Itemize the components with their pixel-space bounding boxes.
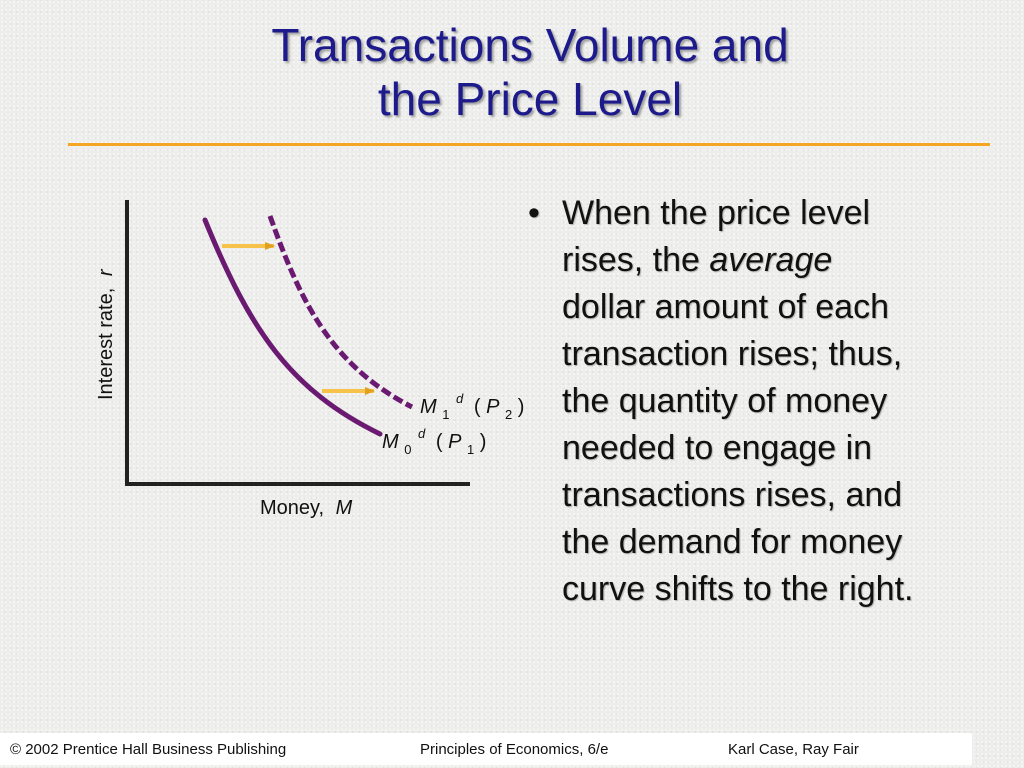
bullet-line-8: the demand for money <box>562 523 903 561</box>
x-axis-label: Money, M <box>260 497 353 519</box>
bullet-line-3: dollar amount of each <box>562 288 889 326</box>
money-demand-curve-m0 <box>202 217 383 437</box>
title-line-1: Transactions Volume and <box>271 19 789 71</box>
slide-footer: © 2002 Prentice Hall Business Publishing… <box>0 733 972 765</box>
bullet-line-5: the quantity of money <box>562 382 888 420</box>
x-axis-variable: M <box>336 497 353 519</box>
curve-label-m0: M 0 d ( P 1 ) <box>382 421 486 459</box>
bullet-line-4: transaction rises; thus, <box>562 335 903 373</box>
curve-label-m1: M 1 d ( P 2 ) <box>420 386 524 424</box>
y-axis-variable: r <box>95 268 117 276</box>
bullet-symbol: • <box>528 194 540 232</box>
bullet-line-2-text: rises, the <box>562 241 710 279</box>
slide-title: Transactions Volume and the Price Level <box>0 18 1024 126</box>
bullet-line-1: When the price level <box>562 194 871 232</box>
title-underline <box>68 143 990 146</box>
footer-book-title: Principles of Economics, 6/e <box>420 741 609 758</box>
footer-copyright: © 2002 Prentice Hall Business Publishing <box>10 741 287 758</box>
bullet-line-6: needed to engage in <box>562 429 873 467</box>
bullet-line-7: transactions rises, and <box>562 476 903 514</box>
bullet-point: • When the price level rises, the averag… <box>528 190 998 613</box>
footer-authors: Karl Case, Ray Fair <box>728 741 859 758</box>
bullet-emphasis: average <box>709 241 833 279</box>
money-demand-curve-m1 <box>267 215 414 410</box>
title-line-2: the Price Level <box>377 73 683 125</box>
bullet-line-2: rises, the average <box>562 237 998 284</box>
y-axis-label: Interest rate, r <box>95 268 117 400</box>
bullet-line-9: curve shifts to the right. <box>562 570 914 608</box>
y-axis-label-text: Interest rate, <box>95 288 117 400</box>
x-axis-label-text: Money, <box>260 497 324 519</box>
